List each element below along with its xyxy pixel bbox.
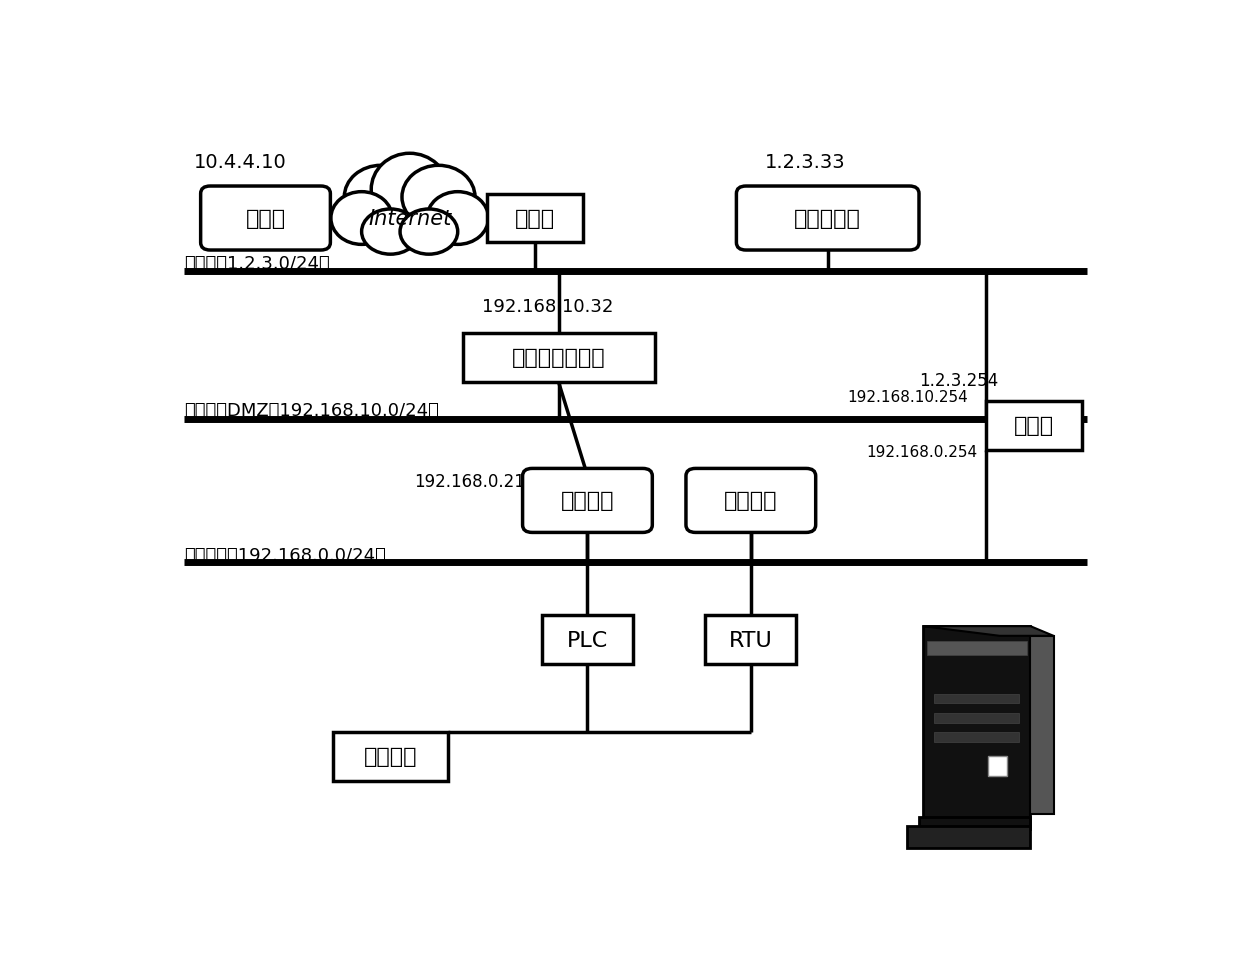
Text: 控制内网（192.168.0.0/24）: 控制内网（192.168.0.0/24） (184, 546, 386, 564)
FancyBboxPatch shape (1030, 636, 1054, 814)
Text: 操作员站: 操作员站 (724, 490, 777, 511)
FancyBboxPatch shape (463, 333, 655, 382)
Ellipse shape (362, 210, 419, 255)
Ellipse shape (371, 154, 448, 227)
FancyBboxPatch shape (919, 817, 1030, 828)
Ellipse shape (427, 192, 489, 245)
FancyBboxPatch shape (908, 827, 1030, 848)
FancyBboxPatch shape (988, 756, 1007, 776)
Ellipse shape (401, 210, 458, 255)
Text: 192.168.0.21: 192.168.0.21 (414, 472, 526, 490)
Text: 攻击者: 攻击者 (246, 209, 285, 229)
Text: 非军事区DMZ（192.168.10.0/24）: 非军事区DMZ（192.168.10.0/24） (184, 402, 439, 420)
Text: 工程师站: 工程师站 (560, 490, 614, 511)
Ellipse shape (331, 192, 392, 245)
FancyBboxPatch shape (522, 469, 652, 532)
Text: PLC: PLC (567, 630, 608, 650)
Text: 企业网（1.2.3.0/24）: 企业网（1.2.3.0/24） (184, 255, 330, 273)
Text: 网站服务器: 网站服务器 (795, 209, 861, 229)
Text: Internet: Internet (368, 209, 451, 229)
FancyBboxPatch shape (935, 733, 1019, 743)
FancyBboxPatch shape (486, 194, 583, 243)
Text: 192.168.0.254: 192.168.0.254 (866, 445, 977, 459)
FancyBboxPatch shape (706, 616, 796, 664)
Ellipse shape (368, 203, 451, 234)
FancyBboxPatch shape (201, 187, 330, 251)
Text: 防火墙: 防火墙 (1014, 415, 1054, 436)
FancyBboxPatch shape (332, 732, 448, 782)
Text: 仿真对象: 仿真对象 (363, 746, 417, 767)
Polygon shape (923, 626, 1054, 636)
Text: 历史数据服务器: 历史数据服务器 (512, 348, 605, 368)
Text: 防火墙: 防火墙 (515, 209, 554, 229)
FancyBboxPatch shape (986, 402, 1083, 450)
FancyBboxPatch shape (737, 187, 919, 251)
Ellipse shape (345, 166, 418, 230)
FancyBboxPatch shape (935, 694, 1019, 703)
FancyBboxPatch shape (935, 713, 1019, 723)
Text: 192.168.10.254: 192.168.10.254 (847, 390, 967, 404)
FancyBboxPatch shape (542, 616, 634, 664)
FancyBboxPatch shape (923, 626, 1030, 824)
FancyBboxPatch shape (926, 641, 1027, 656)
Text: 192.168.10.32: 192.168.10.32 (481, 298, 613, 316)
Ellipse shape (402, 166, 475, 230)
Text: 1.2.3.33: 1.2.3.33 (765, 152, 846, 172)
Text: RTU: RTU (729, 630, 773, 650)
FancyBboxPatch shape (686, 469, 816, 532)
Text: 1.2.3.254: 1.2.3.254 (919, 371, 998, 390)
Text: 10.4.4.10: 10.4.4.10 (193, 152, 286, 172)
